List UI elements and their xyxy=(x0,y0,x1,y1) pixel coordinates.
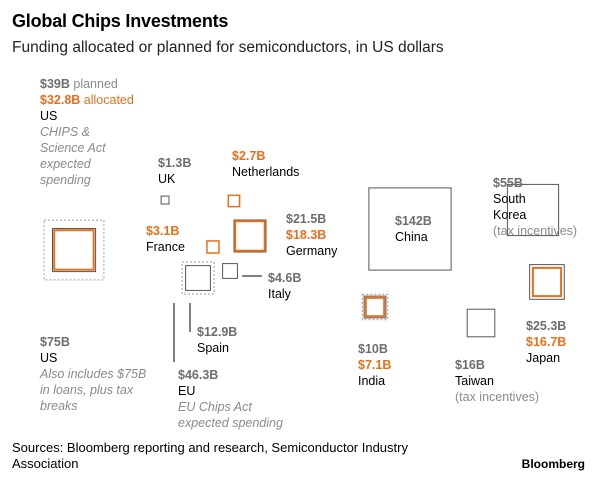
us-loans-square xyxy=(43,219,105,281)
italy-value: $4.6B xyxy=(268,271,302,285)
us-loans-label-group: $75B US Also includes $75B in loans, plu… xyxy=(40,334,150,414)
chart-title: Global Chips Investments xyxy=(12,11,229,31)
germany-value: $21.5B xyxy=(286,212,327,226)
france-name: France xyxy=(146,240,185,254)
spain-name: Spain xyxy=(197,341,229,355)
taiwan-name: Taiwan xyxy=(455,374,494,388)
eu-note: EU Chips Act expected spending xyxy=(178,400,283,430)
south-korea-value: $55B xyxy=(493,176,523,190)
sources-note: Sources: Bloomberg reporting and researc… xyxy=(12,440,408,471)
us-name: US xyxy=(40,109,58,123)
eu-value: $46.3B xyxy=(178,368,219,382)
japan-name: Japan xyxy=(526,351,561,365)
taiwan-square xyxy=(466,308,496,338)
germany-name: Germany xyxy=(286,244,338,258)
china-value: $142B xyxy=(395,214,432,228)
japan-square-outer xyxy=(529,264,565,300)
us-planned-value: $39B xyxy=(40,77,70,91)
france-square xyxy=(206,240,220,254)
us-planned-word: planned xyxy=(73,77,118,91)
us-label-group: $39B planned $32.8B allocated US CHIPS &… xyxy=(40,76,134,188)
france-value: $3.1B xyxy=(146,224,180,238)
south-korea-label-group: $55B South Korea (tax incentives) xyxy=(493,175,577,239)
china-square xyxy=(368,187,452,271)
france-label-group: $3.1B France xyxy=(146,223,185,255)
us-loans-name: US xyxy=(40,351,58,365)
us-allocated-square xyxy=(53,229,95,271)
eu-name: EU xyxy=(178,384,196,398)
india-square-dashed xyxy=(361,293,389,321)
south-korea-note: (tax incentives) xyxy=(493,224,578,238)
spain-label-group: $12.9B Spain xyxy=(197,324,237,356)
netherlands-label-group: $2.7B Netherlands xyxy=(232,148,299,180)
spain-square-dashed xyxy=(181,261,215,295)
bloomberg-logo: Bloomberg xyxy=(521,457,585,471)
uk-value: $1.3B xyxy=(158,156,192,170)
spain-square xyxy=(185,265,211,291)
spain-value: $12.9B xyxy=(197,325,238,339)
taiwan-note: (tax incentives) xyxy=(455,390,540,404)
india-square-outer xyxy=(363,295,387,319)
germany-square-outer xyxy=(233,219,267,253)
netherlands-square xyxy=(227,194,241,208)
china-name: China xyxy=(395,230,428,244)
japan-square-inner xyxy=(531,266,563,298)
china-label-group: $142B China xyxy=(395,213,432,245)
uk-square xyxy=(160,195,170,205)
uk-label-group: $1.3B UK xyxy=(158,155,191,187)
italy-label-group: $4.6B Italy xyxy=(268,270,301,302)
netherlands-value: $2.7B xyxy=(232,149,266,163)
eu-label-group: $46.3B EU EU Chips Act expected spending xyxy=(178,367,298,431)
south-korea-name: South Korea xyxy=(493,192,527,222)
us-allocated-value: $32.8B xyxy=(40,93,81,107)
india-value: $10B xyxy=(358,342,388,356)
japan-label-group: $25.3B $16.7B Japan xyxy=(526,318,566,366)
germany-square-inner xyxy=(234,220,266,252)
italy-name: Italy xyxy=(268,287,291,301)
italy-square xyxy=(222,263,238,279)
india-label-group: $10B $7.1B India xyxy=(358,341,391,389)
us-chips-note: CHIPS & Science Act expected spending xyxy=(40,125,106,187)
us-planned-square xyxy=(52,228,97,273)
uk-name: UK xyxy=(158,172,176,186)
netherlands-name: Netherlands xyxy=(232,165,300,179)
south-korea-square xyxy=(506,183,560,237)
taiwan-value: $16B xyxy=(455,358,485,372)
taiwan-label-group: $16B Taiwan (tax incentives) xyxy=(455,357,539,405)
india-allocated: $7.1B xyxy=(358,358,392,372)
india-square-inner xyxy=(364,296,386,318)
germany-allocated: $18.3B xyxy=(286,228,327,242)
us-loans-note: Also includes $75B in loans, plus tax br… xyxy=(40,367,147,413)
us-loans-value: $75B xyxy=(40,335,70,349)
india-name: India xyxy=(358,374,386,388)
germany-label-group: $21.5B $18.3B Germany xyxy=(286,211,337,259)
us-allocated-word: allocated xyxy=(83,93,134,107)
japan-value: $25.3B xyxy=(526,319,567,333)
japan-allocated: $16.7B xyxy=(526,335,567,349)
chart-subtitle: Funding allocated or planned for semicon… xyxy=(12,39,444,56)
